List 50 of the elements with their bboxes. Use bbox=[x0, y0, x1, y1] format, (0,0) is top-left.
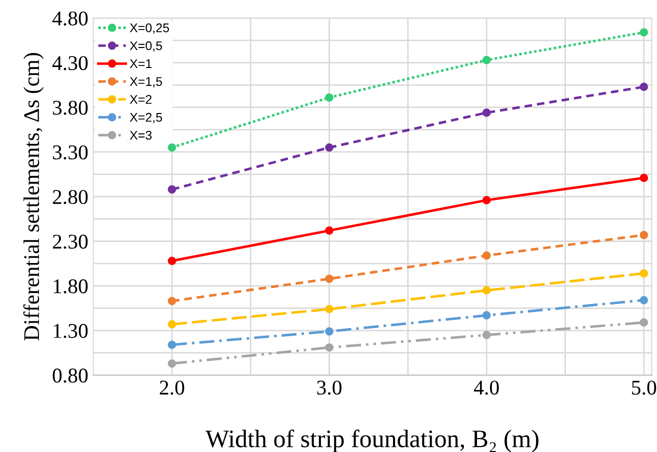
point bbox=[640, 174, 648, 182]
point bbox=[168, 256, 176, 266]
x-axis-title: Width of strip foundation, B₂ (m) bbox=[206, 429, 538, 452]
point bbox=[640, 28, 648, 37]
point bbox=[640, 230, 648, 240]
point bbox=[325, 343, 334, 352]
x-tick-label: 5.0 bbox=[632, 380, 656, 395]
point bbox=[168, 340, 176, 349]
y-tick-label: 1.30 bbox=[54, 324, 88, 338]
y-tick-label: 3.80 bbox=[52, 100, 88, 115]
y-tick-label: 1.80 bbox=[54, 279, 88, 294]
point bbox=[325, 327, 334, 336]
point bbox=[325, 304, 334, 314]
point bbox=[482, 56, 491, 64]
x-tick-label: 4.0 bbox=[474, 380, 499, 395]
point bbox=[168, 320, 176, 328]
point bbox=[640, 269, 648, 278]
y-axis-title: Differential settlements, Δs (cm) bbox=[23, 53, 44, 341]
x-tick-label: 3.0 bbox=[317, 380, 342, 395]
point bbox=[168, 185, 176, 194]
point bbox=[640, 82, 648, 91]
y-tick-label: 3.30 bbox=[52, 145, 88, 160]
point bbox=[640, 296, 648, 304]
point bbox=[325, 93, 334, 102]
point bbox=[325, 143, 334, 152]
point bbox=[640, 318, 648, 327]
legend-label: X=2,5 bbox=[130, 112, 162, 124]
point bbox=[325, 226, 334, 235]
x-tick-label: 2.0 bbox=[160, 380, 184, 395]
point bbox=[482, 196, 491, 204]
point bbox=[168, 359, 176, 368]
point bbox=[482, 330, 491, 340]
point bbox=[168, 143, 176, 152]
point bbox=[168, 296, 176, 306]
y-tick-label: 4.80 bbox=[52, 11, 88, 26]
point bbox=[482, 286, 491, 295]
y-tick-label: 2.80 bbox=[52, 190, 88, 204]
legend-label: X=2 bbox=[130, 95, 152, 104]
legend-label: X=1 bbox=[130, 59, 152, 68]
point bbox=[325, 274, 334, 283]
point bbox=[482, 311, 491, 320]
legend-label: X=0,25 bbox=[130, 23, 169, 34]
point bbox=[482, 251, 491, 260]
y-tick-label: 2.30 bbox=[52, 234, 88, 249]
y-tick-label: 0.80 bbox=[52, 368, 88, 383]
point bbox=[482, 108, 491, 117]
legend-label: X=0,5 bbox=[130, 41, 162, 52]
legend-label: X=3 bbox=[130, 130, 152, 140]
y-tick-label: 4.30 bbox=[52, 56, 88, 70]
legend-label: X=1,5 bbox=[130, 77, 162, 88]
